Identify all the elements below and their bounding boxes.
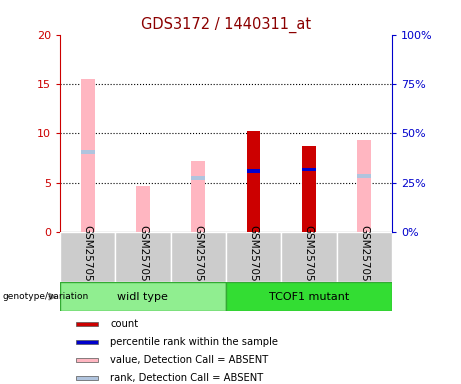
Bar — [60, 232, 115, 282]
Bar — [171, 232, 226, 282]
Bar — [76, 323, 98, 326]
Bar — [247, 131, 260, 232]
Bar — [247, 169, 260, 173]
Text: widl type: widl type — [118, 291, 168, 302]
Bar — [60, 282, 226, 311]
Bar — [357, 141, 371, 232]
Text: GSM257054: GSM257054 — [138, 225, 148, 288]
Bar — [115, 232, 171, 282]
Text: value, Detection Call = ABSENT: value, Detection Call = ABSENT — [110, 355, 268, 365]
Bar — [136, 186, 150, 232]
Text: GSM257056: GSM257056 — [193, 225, 203, 288]
Bar — [191, 176, 205, 180]
Bar — [357, 174, 371, 178]
Text: GSM257053: GSM257053 — [248, 225, 259, 288]
Text: GSM257057: GSM257057 — [359, 225, 369, 288]
Bar — [81, 151, 95, 154]
Bar — [226, 232, 281, 282]
Bar — [76, 340, 98, 344]
Text: percentile rank within the sample: percentile rank within the sample — [110, 337, 278, 347]
Bar — [302, 168, 316, 171]
Bar — [281, 232, 337, 282]
Text: GSM257055: GSM257055 — [304, 225, 314, 288]
Text: GSM257052: GSM257052 — [83, 225, 93, 288]
Bar — [226, 282, 392, 311]
Bar — [337, 232, 392, 282]
Bar — [302, 146, 316, 232]
Bar — [76, 376, 98, 379]
Text: genotype/variation: genotype/variation — [2, 292, 89, 301]
Text: rank, Detection Call = ABSENT: rank, Detection Call = ABSENT — [110, 372, 263, 382]
Title: GDS3172 / 1440311_at: GDS3172 / 1440311_at — [141, 17, 311, 33]
Text: count: count — [110, 319, 138, 329]
Text: TCOF1 mutant: TCOF1 mutant — [269, 291, 349, 302]
Bar — [76, 358, 98, 362]
Bar — [81, 79, 95, 232]
Bar — [191, 161, 205, 232]
